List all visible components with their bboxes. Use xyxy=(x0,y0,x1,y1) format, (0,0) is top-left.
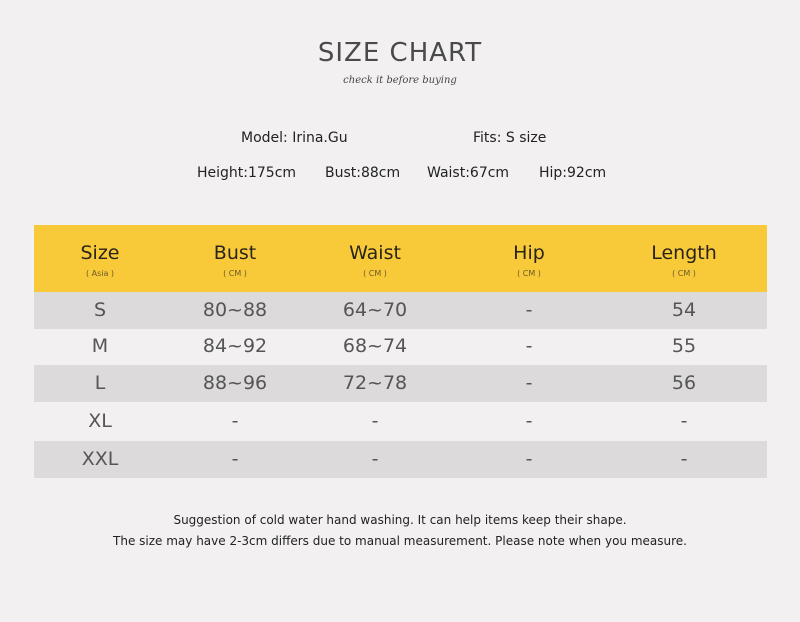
column-unit: ( CM ) xyxy=(517,269,541,278)
column-unit: ( CM ) xyxy=(223,269,247,278)
table-cell: - xyxy=(525,447,533,470)
model-bust: Bust:88cm xyxy=(325,165,401,181)
washing-note: Suggestion of cold water hand washing. I… xyxy=(173,513,627,527)
model-name: Model: Irina.Gu xyxy=(241,130,348,146)
page-subtitle: check it before buying xyxy=(343,75,457,86)
table-cell: 56 xyxy=(671,371,697,394)
column-header: Bust xyxy=(213,242,257,264)
model-height: Height:175cm xyxy=(197,165,297,181)
size-cell: M xyxy=(91,335,109,357)
size-cell: S xyxy=(93,298,107,321)
table-cell: 80~88 xyxy=(202,298,268,321)
column-header: Waist xyxy=(349,242,401,264)
measurement-note: The size may have 2-3cm differs due to m… xyxy=(113,534,687,548)
table-cell: - xyxy=(680,447,688,470)
size-cell: XXL xyxy=(81,447,119,470)
table-header-row: Size ( Asia ) Bust ( CM ) Waist ( CM ) Hip ( CM… xyxy=(34,225,767,292)
model-fits: Fits: S size xyxy=(473,130,547,146)
table-row: M 84~92 68~74 - 55 xyxy=(34,329,767,365)
page-title: SIZE CHART xyxy=(317,38,483,68)
table-cell: - xyxy=(231,409,239,432)
model-hip: Hip:92cm xyxy=(539,165,607,181)
table-cell: 84~92 xyxy=(202,335,268,357)
table-cell: - xyxy=(525,298,533,321)
column-unit: ( CM ) xyxy=(672,269,696,278)
column-unit: ( CM ) xyxy=(363,269,387,278)
table-cell: 55 xyxy=(671,335,697,357)
size-cell: L xyxy=(94,371,106,394)
table-cell: 88~96 xyxy=(202,371,268,394)
size-cell: XL xyxy=(88,409,112,432)
table-cell: 68~74 xyxy=(342,335,408,357)
table-cell: 64~70 xyxy=(342,298,408,321)
table-row: L 88~96 72~78 - 56 xyxy=(34,365,767,402)
table-row: S 80~88 64~70 - 54 xyxy=(34,292,767,329)
table-cell: 54 xyxy=(671,298,697,321)
table-cell: - xyxy=(371,447,379,470)
table-cell: - xyxy=(525,335,533,357)
table-cell: 72~78 xyxy=(342,371,408,394)
column-header: Length xyxy=(651,242,717,264)
table-row: XXL - - - - xyxy=(34,441,767,478)
column-header: Size xyxy=(80,242,120,264)
size-table: Size ( Asia ) Bust ( CM ) Waist ( CM ) Hip ( CM… xyxy=(34,225,767,478)
table-row: XL - - - - xyxy=(34,402,767,441)
table-cell: - xyxy=(231,447,239,470)
column-header: Hip xyxy=(513,242,545,264)
table-cell: - xyxy=(680,409,688,432)
table-cell: - xyxy=(371,409,379,432)
table-cell: - xyxy=(525,371,533,394)
model-waist: Waist:67cm xyxy=(427,165,510,181)
column-unit: ( Asia ) xyxy=(85,269,115,278)
table-cell: - xyxy=(525,409,533,432)
